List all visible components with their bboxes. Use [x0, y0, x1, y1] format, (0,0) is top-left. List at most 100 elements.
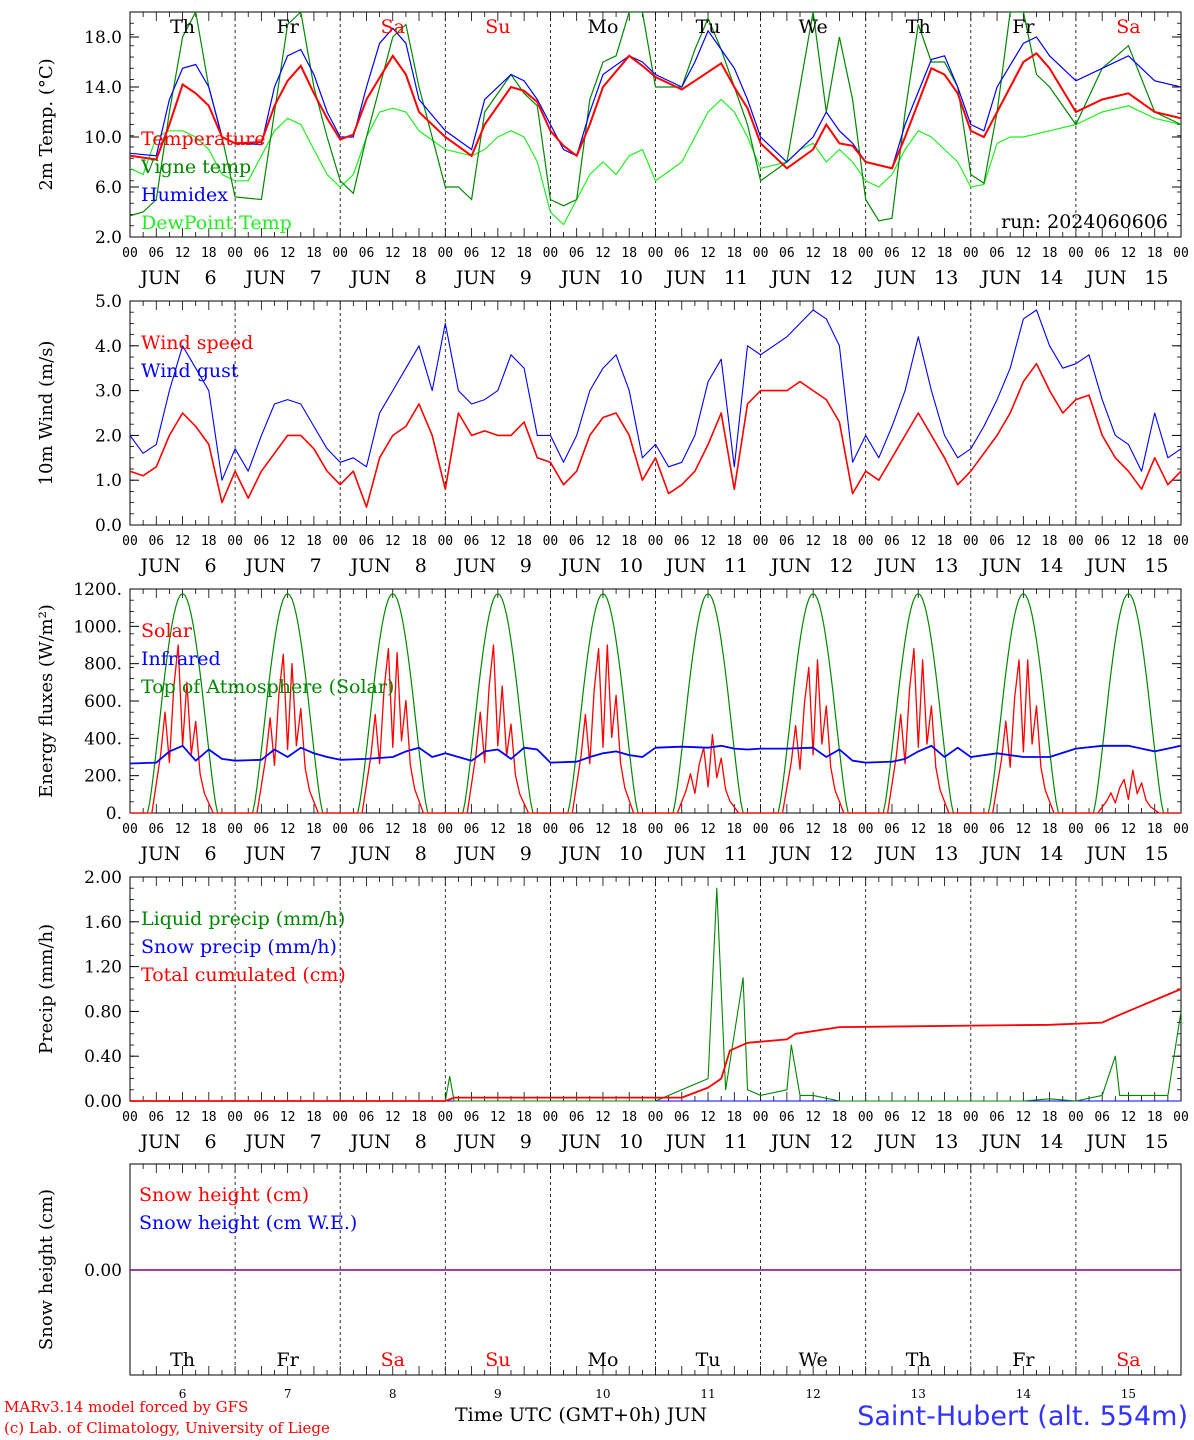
- hour-tick-label: 18: [411, 534, 427, 549]
- time-axis-label: Time UTC (GMT+0h) JUN: [455, 1404, 707, 1426]
- hour-tick-label: 18: [621, 246, 637, 261]
- y-axis-title: Precip (mm/h): [36, 924, 57, 1054]
- hour-tick-label: 06: [359, 1110, 375, 1125]
- hour-tick-label: 06: [254, 534, 270, 549]
- hour-tick-label: 18: [621, 534, 637, 549]
- hour-tick-label: 12: [1121, 534, 1137, 549]
- hour-tick-label: 06: [148, 246, 164, 261]
- day-number-label: 14: [1039, 843, 1063, 865]
- weekday-label: Su: [485, 1349, 510, 1371]
- series-temperature: [130, 51, 1181, 170]
- month-label: JUN: [1084, 267, 1126, 289]
- hour-tick-label: 00: [437, 534, 453, 549]
- hour-tick-label: 12: [280, 534, 296, 549]
- legend-entry: Snow height (cm W.E.): [139, 1212, 357, 1234]
- hour-tick-label: 00: [543, 1110, 559, 1125]
- hour-tick-label: 06: [464, 534, 480, 549]
- month-label: JUN: [454, 843, 496, 865]
- temperature-series-group: [130, 12, 1181, 226]
- day-number-label: 8: [415, 1131, 427, 1153]
- hour-tick-label: 06: [464, 246, 480, 261]
- weekday-label: Th: [170, 16, 195, 38]
- y-axis-title: 2m Temp. (°C): [36, 58, 57, 190]
- hour-tick-label: 06: [674, 534, 690, 549]
- hour-tick-label: 12: [385, 1110, 401, 1125]
- hour-tick-label: 12: [805, 534, 821, 549]
- legend-entry: Wind gust: [141, 360, 239, 382]
- y-tick-label: 0.80: [84, 1002, 122, 1022]
- day-number-label: 10: [619, 1131, 643, 1153]
- hour-tick-label: 00: [753, 822, 769, 837]
- day-number-label: 13: [911, 1387, 926, 1401]
- month-label: JUN: [979, 843, 1021, 865]
- hour-tick-label: 12: [175, 246, 191, 261]
- hour-tick-label: 12: [805, 1110, 821, 1125]
- month-label: JUN: [664, 555, 706, 577]
- hour-tick-label: 06: [569, 534, 585, 549]
- hour-tick-label: 18: [832, 822, 848, 837]
- day-number-label: 6: [205, 267, 217, 289]
- weekday-label: Tu: [696, 1349, 721, 1371]
- y-tick-label: 1000.: [73, 617, 122, 637]
- hour-tick-label: 18: [726, 1110, 742, 1125]
- hour-tick-label: 06: [1094, 1110, 1110, 1125]
- y-tick-label: 1.0: [95, 471, 122, 491]
- legend-entry: Infrared: [141, 648, 221, 670]
- hour-tick-label: 06: [569, 246, 585, 261]
- hour-tick-label: 18: [937, 1110, 953, 1125]
- y-tick-label: 2.0: [95, 228, 122, 248]
- hour-tick-label: 18: [516, 246, 532, 261]
- hour-tick-label: 00: [858, 1110, 874, 1125]
- month-label: JUN: [454, 267, 496, 289]
- hour-tick-label: 00: [1068, 246, 1084, 261]
- hour-tick-label: 06: [148, 534, 164, 549]
- y-tick-label: 0.40: [84, 1047, 122, 1067]
- series-infrared: [129, 744, 1182, 765]
- hour-tick-label: 06: [464, 1110, 480, 1125]
- day-number-label: 6: [205, 843, 217, 865]
- hour-tick-label: 18: [832, 246, 848, 261]
- hour-tick-label: 18: [411, 822, 427, 837]
- series-total-cumulated-cm-: [130, 988, 1182, 1102]
- day-number-label: 13: [934, 555, 958, 577]
- hour-tick-label: 06: [254, 1110, 270, 1125]
- hour-tick-label: 00: [648, 246, 664, 261]
- month-label: JUN: [349, 267, 391, 289]
- day-number-label: 9: [520, 843, 532, 865]
- station-name: Saint-Hubert (alt. 554m): [857, 1401, 1188, 1432]
- hour-tick-label: 06: [1094, 822, 1110, 837]
- day-number-label: 9: [494, 1387, 502, 1401]
- hour-tick-label: 18: [1042, 1110, 1058, 1125]
- day-number-label: 13: [934, 267, 958, 289]
- hour-tick-label: 18: [1042, 534, 1058, 549]
- day-number-label: 9: [520, 1131, 532, 1153]
- day-number-label: 10: [619, 843, 643, 865]
- hour-tick-label: 00: [648, 1110, 664, 1125]
- day-number-label: 15: [1144, 1131, 1168, 1153]
- weekday-label: We: [799, 1349, 828, 1371]
- hour-tick-label: 06: [779, 534, 795, 549]
- day-number-label: 11: [724, 1131, 748, 1153]
- series-humidex: [130, 27, 1181, 170]
- legend-entry: Humidex: [141, 184, 228, 206]
- model-credit: MARv3.14 model forced by GFS: [4, 1398, 249, 1416]
- hour-tick-label: 06: [884, 1110, 900, 1125]
- hour-tick-label: 00: [1173, 246, 1189, 261]
- day-number-label: 7: [310, 555, 322, 577]
- hour-tick-label: 18: [832, 1110, 848, 1125]
- day-number-label: 15: [1144, 843, 1168, 865]
- series-wind-speed: [129, 362, 1182, 508]
- hour-tick-label: 00: [122, 246, 138, 261]
- day-number-label: 13: [934, 843, 958, 865]
- y-tick-label: 2.00: [84, 868, 122, 888]
- hour-tick-label: 06: [254, 246, 270, 261]
- weekday-label: We: [799, 16, 828, 38]
- y-tick-label: 3.0: [95, 382, 122, 402]
- y-tick-label: 600.: [84, 692, 122, 712]
- y-axis-title: 10m Wind (m/s): [36, 341, 57, 486]
- hour-tick-label: 00: [1068, 822, 1084, 837]
- month-label: JUN: [244, 555, 286, 577]
- day-number-label: 7: [310, 267, 322, 289]
- hour-tick-label: 18: [201, 246, 217, 261]
- hour-tick-label: 06: [989, 534, 1005, 549]
